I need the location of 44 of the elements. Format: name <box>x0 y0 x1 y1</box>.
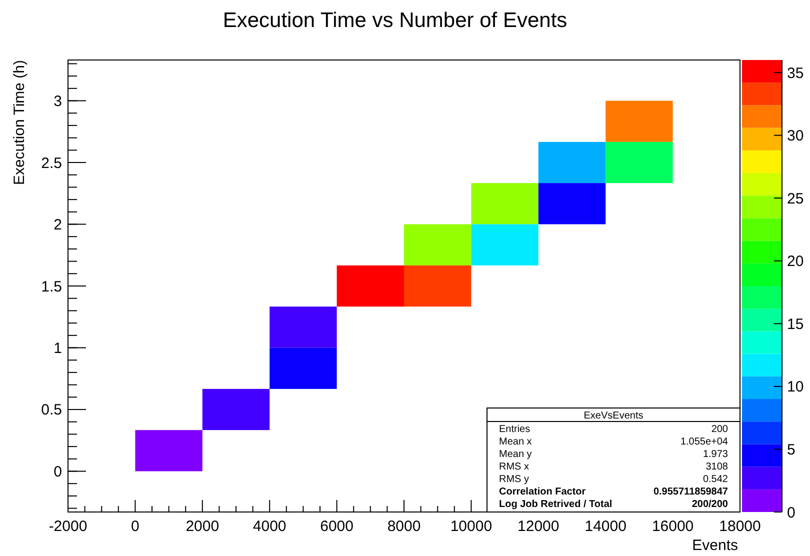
annotation: RMS y <box>499 474 529 485</box>
x-tick-label: 16000 <box>652 518 694 535</box>
color-bar-label: 10 <box>787 378 804 396</box>
annotation: RMS x <box>499 462 529 472</box>
annotation: Mean x <box>499 436 532 448</box>
annotation: ExeVsEvents <box>584 410 644 422</box>
annotation: Log Job Retrived / Total <box>499 499 612 510</box>
y-tick-label: 3 <box>54 93 62 110</box>
y-tick-label: 2.5 <box>41 154 62 172</box>
annotation: 1.055e+04 <box>680 436 728 448</box>
color-bar-label: 0 <box>787 504 796 522</box>
x-tick-label: 12000 <box>518 518 560 535</box>
y-tick-label: 1.5 <box>41 278 62 296</box>
y-tick-label: 2 <box>54 216 62 234</box>
annotation: Correlation Factor <box>499 486 586 498</box>
color-bar-label: 35 <box>787 64 804 82</box>
x-tick-label: -2000 <box>48 518 88 535</box>
y-axis-title: Execution Time (h) <box>11 60 28 186</box>
color-bar-label: 30 <box>787 128 804 145</box>
x-tick-label: 14000 <box>584 518 626 535</box>
color-bar-label: 15 <box>787 316 804 333</box>
annotation: 200 <box>711 424 728 435</box>
annotation: 1.973 <box>702 449 728 460</box>
y-tick-label: 0 <box>54 463 62 480</box>
annotation: Mean y <box>499 449 532 460</box>
x-tick-label: 0 <box>131 518 140 535</box>
x-tick-label: 8000 <box>387 518 421 535</box>
x-tick-label: 10000 <box>450 518 492 535</box>
x-tick-label: 6000 <box>320 518 354 535</box>
annotation: 3108 <box>706 462 728 472</box>
color-bar-label: 5 <box>787 441 796 458</box>
x-tick-label: 4000 <box>252 518 286 535</box>
y-tick-label: 0.5 <box>41 402 62 419</box>
annotation: Entries <box>499 424 530 435</box>
annotation: 200/200 <box>692 499 728 510</box>
annotation: 0.955711859847 <box>653 486 728 498</box>
annotation: 0.542 <box>702 474 728 485</box>
x-tick-label: 18000 <box>719 518 761 535</box>
x-axis-title: Events <box>692 537 738 554</box>
x-tick-label: 2000 <box>186 518 220 535</box>
chart-title: Execution Time vs Number of Events <box>222 9 568 32</box>
y-tick-label: 1 <box>54 340 62 357</box>
color-bar-label: 25 <box>787 190 804 208</box>
color-bar-label: 20 <box>787 253 804 270</box>
